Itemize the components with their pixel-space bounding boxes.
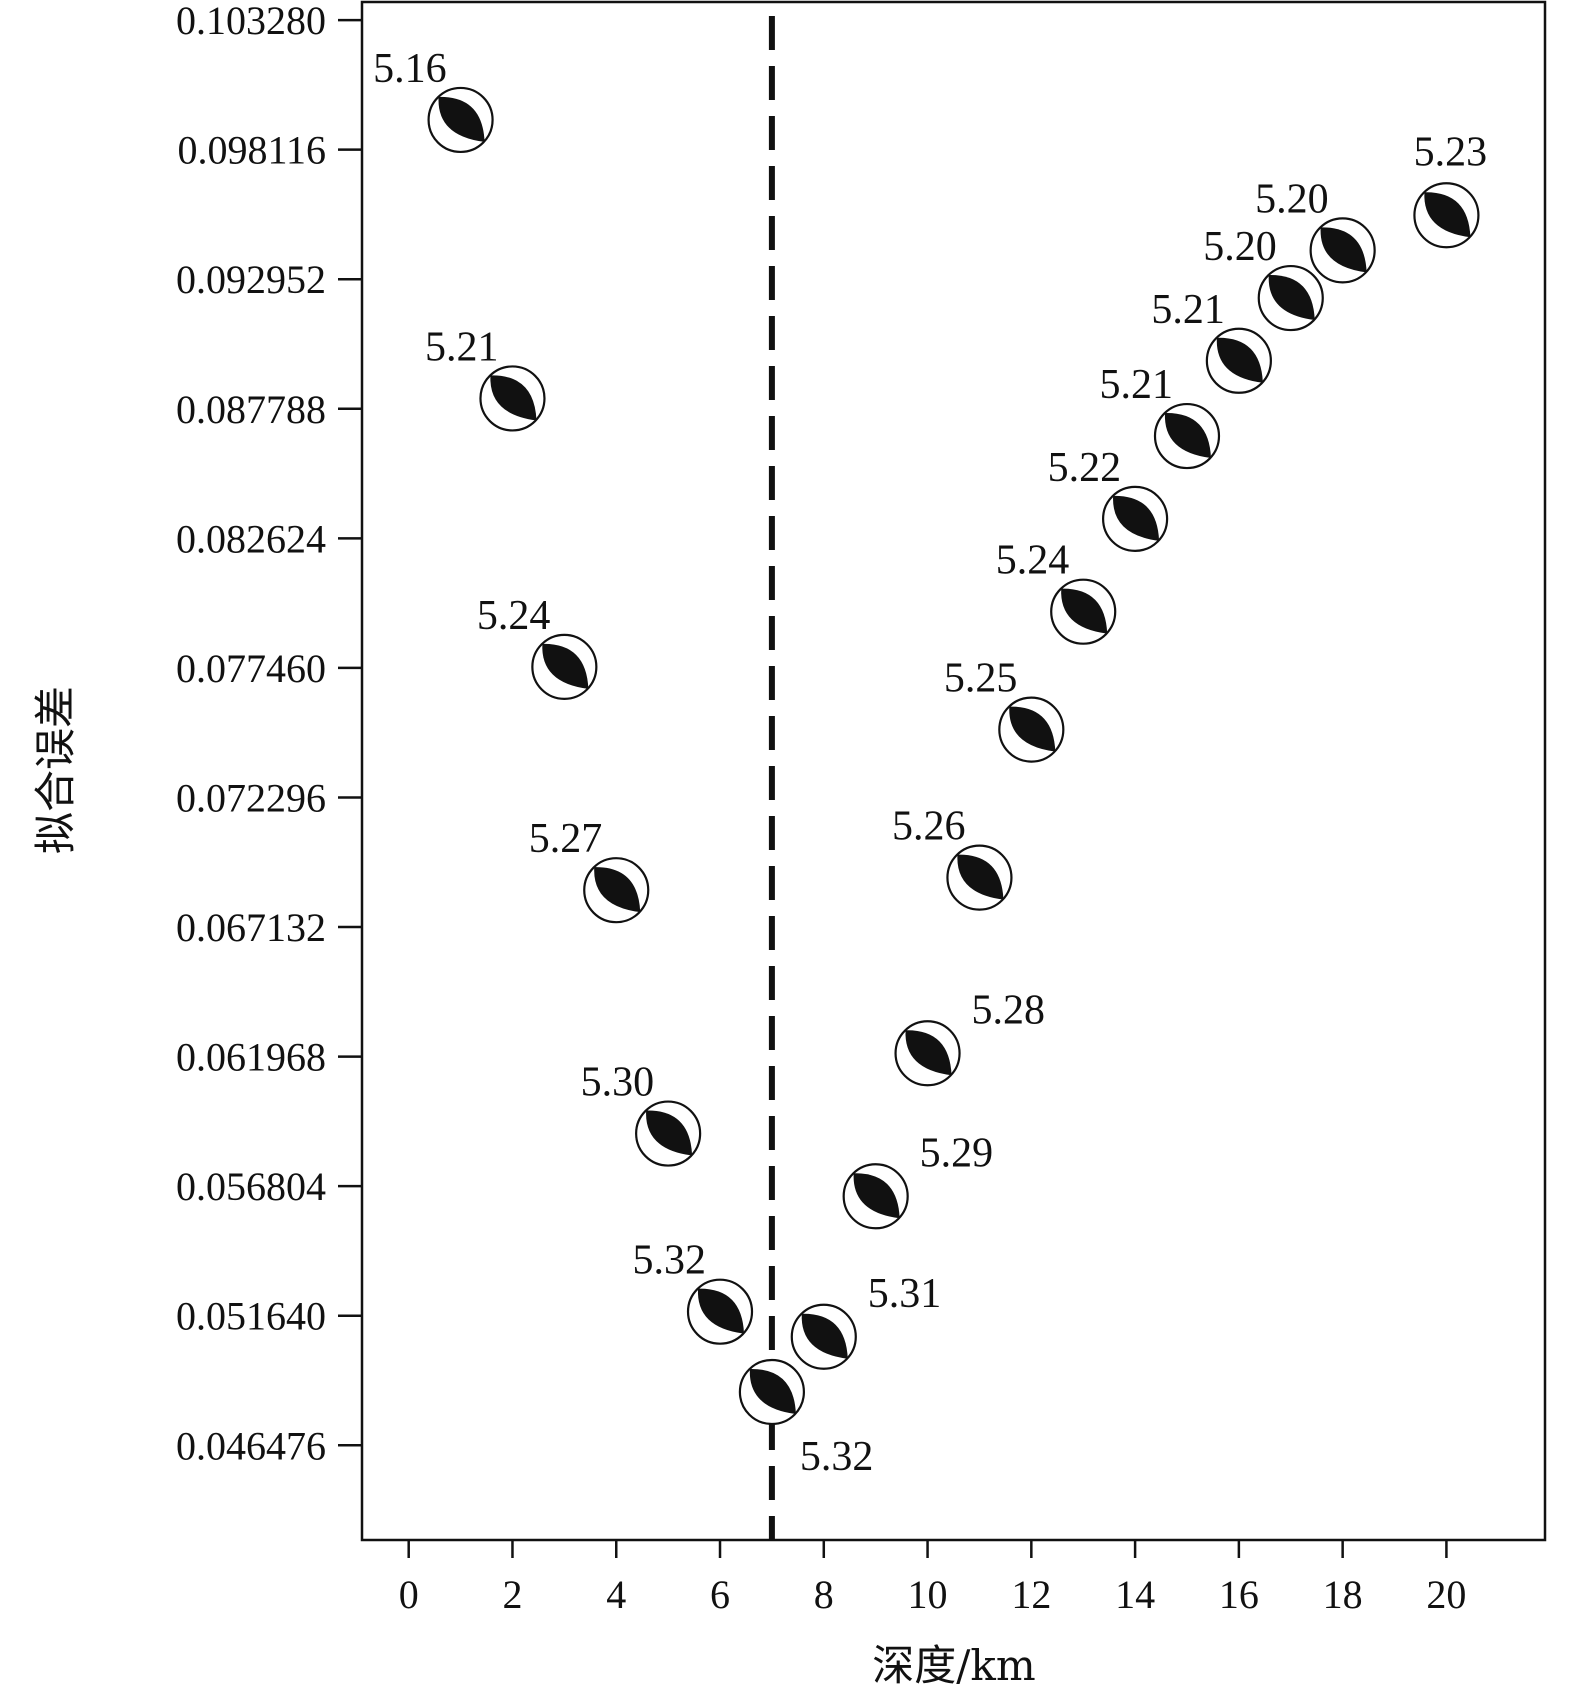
x-tick-label: 12	[1011, 1572, 1051, 1617]
magnitude-label: 5.29	[920, 1130, 994, 1176]
x-tick-label: 14	[1115, 1572, 1155, 1617]
beachball-marker	[1102, 485, 1169, 552]
y-tick-label: 0.082624	[176, 516, 326, 561]
y-tick-label: 0.098116	[177, 128, 326, 173]
magnitude-label: 5.24	[477, 593, 551, 639]
x-tick-label: 2	[502, 1572, 522, 1617]
magnitude-label: 5.25	[944, 656, 1018, 702]
beachball-fill	[1113, 495, 1160, 541]
x-axis: 0 2 4 6 8 10 12 14 16 18 20	[399, 1540, 1466, 1617]
beachball-fill	[1268, 275, 1315, 321]
beachball-marker	[894, 1020, 961, 1087]
x-tick-label: 8	[814, 1572, 834, 1617]
x-tick-label: 20	[1426, 1572, 1466, 1617]
magnitude-label: 5.16	[373, 46, 447, 92]
y-tick-label: 0.072296	[176, 775, 326, 820]
beachball-marker	[790, 1303, 857, 1370]
beachball-marker	[1413, 182, 1480, 249]
magnitude-label: 5.24	[996, 538, 1070, 584]
beachball-marker	[1205, 327, 1272, 394]
y-tick-label: 0.092952	[176, 257, 326, 302]
beachball-marker	[531, 633, 598, 700]
beachball-fill	[749, 1368, 796, 1414]
beachball-fill	[594, 867, 641, 913]
beachball-fill	[438, 96, 485, 142]
magnitude-label: 5.21	[1099, 362, 1173, 408]
x-axis-title: 深度/km	[872, 1641, 1035, 1690]
y-tick-label: 0.061968	[176, 1035, 326, 1080]
beachball-fill	[1009, 706, 1056, 752]
magnitude-label: 5.22	[1048, 445, 1122, 491]
magnitude-label: 5.26	[892, 804, 966, 850]
beachball-fill	[905, 1030, 952, 1076]
beachball-fill	[1216, 337, 1263, 383]
magnitude-label: 5.30	[581, 1060, 655, 1106]
beachball-marker	[1309, 217, 1376, 284]
beachball-marker	[479, 365, 546, 432]
y-tick-label: 0.087788	[176, 387, 326, 432]
magnitude-label: 5.21	[425, 324, 499, 370]
x-tick-label: 4	[606, 1572, 626, 1617]
beachball-fill	[957, 854, 1004, 900]
beachball-fill	[1164, 413, 1211, 459]
magnitude-label: 5.28	[972, 987, 1046, 1033]
y-tick-label: 0.103280	[176, 0, 326, 43]
beachball-marker	[1257, 264, 1324, 332]
beachball-marker	[1050, 578, 1117, 645]
x-tick-label: 10	[908, 1572, 948, 1617]
beachball-fill	[853, 1173, 900, 1219]
beachball-marker	[842, 1163, 909, 1230]
beachball-marker	[946, 844, 1013, 911]
y-axis-title: 拟合误差	[31, 686, 80, 854]
x-tick-label: 18	[1323, 1572, 1363, 1617]
beachball-fill	[542, 643, 589, 689]
magnitude-label: 5.27	[529, 816, 603, 862]
beachball-marker	[998, 696, 1065, 763]
beachball-fill	[1424, 192, 1471, 238]
beachball-marker	[738, 1358, 805, 1426]
magnitude-label: 5.20	[1255, 176, 1329, 222]
beachball-marker	[427, 86, 494, 154]
beachball-marker	[635, 1100, 702, 1167]
y-tick-label: 0.051640	[176, 1294, 326, 1339]
beachball-marker	[686, 1278, 754, 1345]
plot-frame	[360, 0, 1547, 1542]
y-tick-label: 0.046476	[176, 1423, 326, 1468]
beachball-fill	[1320, 227, 1367, 273]
y-tick-label: 0.077460	[176, 646, 326, 691]
magnitude-label: 5.21	[1151, 287, 1225, 333]
beachball-fill	[1061, 588, 1108, 634]
x-tick-label: 6	[710, 1572, 730, 1617]
beachball-fill	[490, 375, 537, 421]
beachball-marker	[583, 857, 650, 924]
beachball-markers: 5.16 5.21 5.24 5.27 5.30 5.32 5.32 5.31 5.29 5.28…	[373, 46, 1487, 1480]
magnitude-label: 5.23	[1414, 129, 1488, 175]
x-tick-label: 0	[399, 1572, 419, 1617]
y-tick-label: 0.056804	[176, 1164, 326, 1209]
magnitude-label: 5.32	[633, 1238, 707, 1284]
magnitude-label: 5.32	[800, 1434, 874, 1480]
beachball-fill	[801, 1313, 848, 1359]
beachball-marker	[1153, 402, 1221, 470]
magnitude-label: 5.31	[868, 1271, 942, 1317]
y-axis: 0.103280 0.098116 0.092952 0.087788 0.082624…	[176, 0, 362, 1468]
magnitude-label: 5.20	[1203, 224, 1277, 270]
y-tick-label: 0.067132	[176, 905, 326, 950]
x-tick-label: 16	[1219, 1572, 1259, 1617]
beachball-fill	[646, 1110, 693, 1156]
beachball-fill	[697, 1288, 745, 1334]
